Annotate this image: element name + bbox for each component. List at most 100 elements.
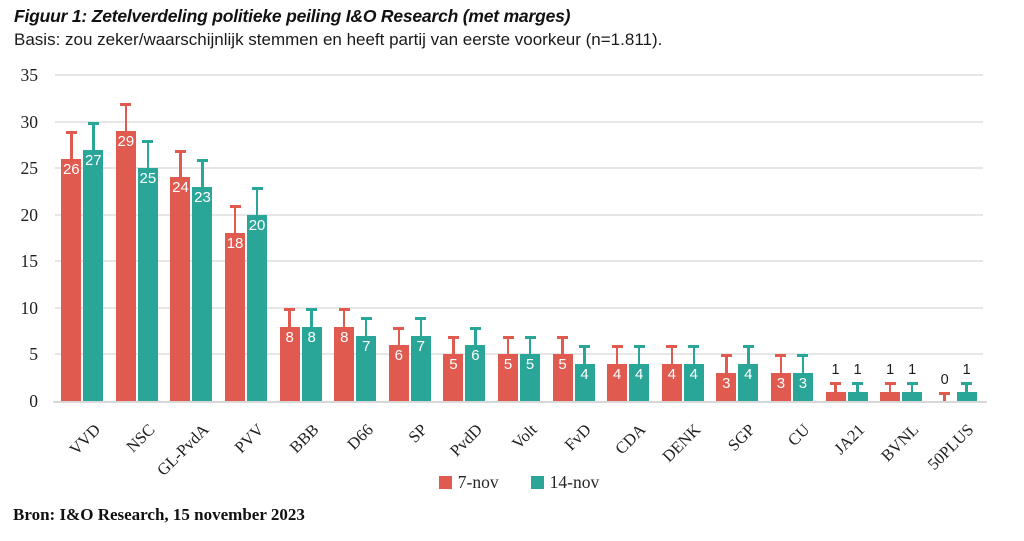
value-label-14-nov-GL-PvdA: 23 — [194, 188, 211, 206]
x-axis-label-CDA: CDA — [611, 420, 650, 459]
error-bar-cap-7-nov-Volt — [502, 335, 514, 339]
error-bar-cap-14-nov-SGP — [742, 345, 754, 349]
error-bar-cap-14-nov-50PLUS — [961, 382, 973, 386]
error-bar-stem-7-nov-JA21 — [834, 382, 837, 392]
error-bar-stem-14-nov-CDA — [637, 345, 641, 364]
value-label-14-nov-NSC: 25 — [139, 170, 157, 188]
x-axis-label-D66: D66 — [343, 420, 377, 454]
error-bar-cap-14-nov-CU — [797, 354, 809, 358]
x-axis-label-CU: CU — [783, 420, 814, 450]
bar-7-nov-SGP: 3 — [716, 373, 737, 401]
bar-7-nov-FvD: 5 — [552, 354, 573, 401]
bar-14-nov-FvD: 4 — [574, 363, 595, 401]
value-label-14-nov-VVD: 27 — [84, 151, 102, 169]
value-label-7-nov-D66: 8 — [340, 328, 349, 346]
value-label-7-nov-GL-PvdA: 24 — [172, 179, 189, 197]
bar-7-nov-PvdD: 5 — [443, 354, 464, 401]
error-bar-cap-7-nov-D66 — [338, 307, 350, 311]
error-bar-cap-7-nov-DENK — [666, 345, 678, 349]
error-bar-cap-7-nov-CU — [775, 354, 787, 358]
value-label-14-nov-Volt: 5 — [525, 356, 535, 374]
error-bar-cap-7-nov-GL-PvdA — [174, 149, 186, 153]
bar-7-nov-D66: 8 — [334, 326, 355, 401]
bar-14-nov-SGP: 4 — [738, 363, 759, 401]
error-bar-stem-7-nov-PVV — [233, 205, 237, 234]
chart-subtitle: Basis: zou zeker/waarschijnlijk stemmen … — [14, 30, 663, 49]
value-label-14-nov-SGP: 4 — [744, 365, 753, 383]
error-bar-stem-7-nov-FvD — [561, 335, 564, 355]
bar-14-nov-BVNL — [902, 391, 923, 401]
gridline-25 — [55, 167, 983, 170]
error-bar-cap-14-nov-CDA — [633, 345, 645, 349]
value-label-7-nov-SGP: 3 — [722, 375, 731, 393]
gridline-35 — [55, 74, 983, 76]
legend-label-7nov: 7-nov — [457, 471, 499, 492]
x-axis-label-JA21: JA21 — [829, 420, 868, 459]
gridline-30 — [55, 120, 983, 123]
value-label-14-nov-JA21: 1 — [853, 362, 862, 379]
bar-14-nov-PvdD: 6 — [465, 345, 486, 401]
gridline-15 — [55, 260, 983, 263]
error-bar-cap-14-nov-NSC — [142, 140, 154, 144]
value-label-7-nov-50PLUS: 0 — [940, 371, 949, 388]
error-bar-stem-14-nov-PVV — [255, 186, 259, 215]
error-bar-stem-7-nov-CU — [779, 354, 783, 374]
y-axis-tick-35: 35 — [20, 65, 39, 85]
error-bar-stem-7-nov-SP — [397, 326, 401, 346]
error-bar-cap-7-nov-PVV — [229, 205, 241, 209]
error-bar-cap-14-nov-JA21 — [852, 382, 864, 386]
x-axis-label-NSC: NSC — [122, 420, 159, 457]
error-bar-cap-14-nov-DENK — [688, 345, 700, 349]
legend: 7-nov 14-nov — [55, 470, 983, 494]
x-axis-label-BVNL: BVNL — [877, 420, 923, 466]
value-label-7-nov-JA21: 1 — [831, 362, 840, 379]
x-axis-label-PVV: PVV — [230, 420, 268, 457]
value-label-7-nov-PvdD: 5 — [449, 356, 458, 374]
y-axis: 0 5 10 15 20 25 30 35 — [0, 65, 40, 411]
error-bar-cap-14-nov-FvD — [579, 345, 591, 349]
error-bar-stem-14-nov-BVNL — [910, 382, 914, 392]
bar-7-nov-CDA: 4 — [607, 363, 628, 401]
bar-7-nov-Volt: 5 — [498, 354, 518, 401]
error-bar-stem-7-nov-Volt — [506, 335, 510, 355]
error-bar-stem-7-nov-VVD — [70, 130, 73, 159]
bar-7-nov-BVNL — [880, 391, 901, 401]
error-bar-stem-7-nov-BVNL — [888, 382, 892, 392]
bar-14-nov-VVD: 27 — [83, 149, 104, 401]
error-bar-stem-14-nov-GL-PvdA — [201, 158, 204, 187]
x-axis-label-PvdD: PvdD — [445, 420, 486, 461]
value-label-7-nov-PVV: 18 — [226, 235, 244, 253]
legend-item-7nov: 7-nov — [438, 471, 499, 493]
value-label-14-nov-FvD: 4 — [580, 365, 589, 383]
bar-7-nov-VVD: 26 — [61, 158, 82, 401]
error-bar-cap-14-nov-PVV — [251, 186, 263, 190]
x-axis: VVD NSC GL-PvdA PVV BBB D66 SP PvdD Volt FvD CDA DE… — [55, 410, 983, 479]
bar-7-nov-DENK: 4 — [661, 363, 682, 401]
y-axis-tick-5: 5 — [29, 344, 38, 365]
value-label-14-nov-PVV: 20 — [248, 216, 266, 234]
x-axis-label-BBB: BBB — [285, 420, 323, 457]
legend-item-14nov: 14-nov — [530, 472, 599, 493]
error-bar-stem-14-nov-Volt — [528, 335, 532, 355]
error-bar-cap-14-nov-PvdD — [469, 326, 481, 330]
error-bar-stem-7-nov-GL-PvdA — [179, 149, 182, 178]
value-label-7-nov-VVD: 26 — [62, 160, 80, 178]
value-label-14-nov-BBB: 8 — [307, 328, 316, 346]
value-label-7-nov-Volt: 5 — [503, 356, 513, 374]
chart-title: Figuur 1: Zetelverdeling politieke peili… — [14, 6, 571, 26]
value-label-7-nov-CU: 3 — [776, 375, 786, 393]
legend-swatch-14nov-icon — [530, 475, 544, 489]
bar-14-nov-GL-PvdA: 23 — [192, 186, 213, 401]
x-axis-line — [53, 401, 987, 403]
error-bar-cap-7-nov-PvdD — [447, 335, 459, 339]
y-axis-tick-25: 25 — [20, 158, 39, 179]
error-bar-cap-7-nov-VVD — [65, 130, 77, 134]
error-bar-stem-7-nov-NSC — [124, 102, 128, 131]
x-axis-label-DENK: DENK — [658, 420, 705, 466]
error-bar-stem-7-nov-PvdD — [452, 335, 455, 355]
source-note: Bron: I&O Research, 15 november 2023 — [13, 505, 305, 524]
bar-14-nov-CDA: 4 — [629, 363, 650, 401]
bar-14-nov-NSC: 25 — [137, 168, 158, 401]
value-label-14-nov-DENK: 4 — [689, 365, 698, 383]
value-label-7-nov-DENK: 4 — [667, 365, 676, 383]
